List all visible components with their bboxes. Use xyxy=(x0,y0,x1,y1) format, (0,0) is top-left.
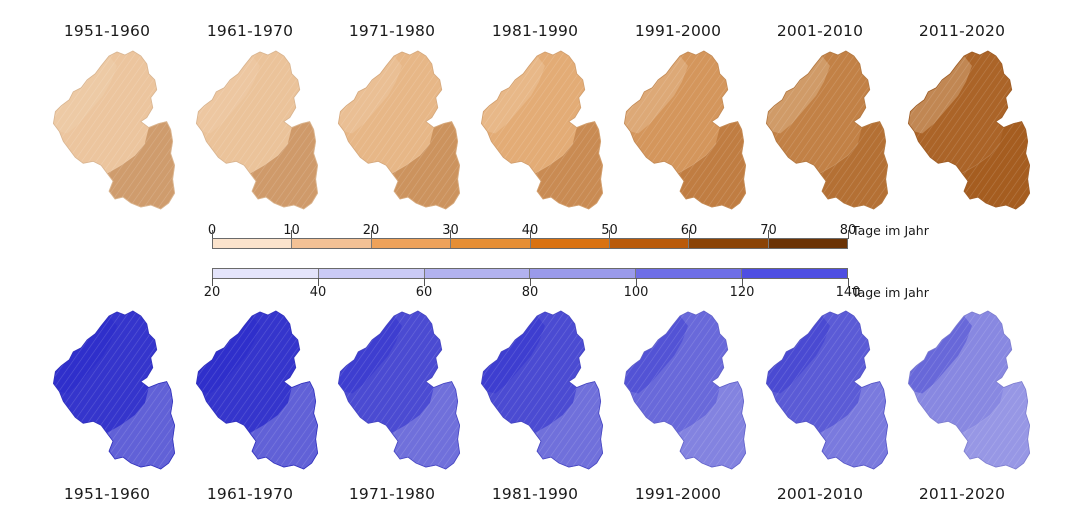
legend_bottom-tick-mark-2 xyxy=(423,278,425,286)
top-map-panel-2 xyxy=(332,48,468,213)
legend_top-tick-mark-6 xyxy=(688,230,690,239)
top-decade-label-0: 1951-1960 xyxy=(63,22,151,40)
legend_bottom-segment-3 xyxy=(530,269,637,278)
top-map-panel-3 xyxy=(475,48,611,213)
legend_bottom-segment-1 xyxy=(318,269,425,278)
bottom-map-panel-2 xyxy=(332,308,468,473)
legend_top-tick-mark-5 xyxy=(609,230,610,239)
bottom-map-1 xyxy=(195,310,319,470)
bottom-decade-label-1: 1961-1970 xyxy=(206,485,294,503)
bottom-map-panel-5 xyxy=(760,308,896,473)
top-decade-label-6: 2011-2020 xyxy=(918,22,1006,40)
legend_bottom-tick-mark-6 xyxy=(847,278,849,286)
top-decade-label-1: 1961-1970 xyxy=(206,22,294,40)
top-map-2 xyxy=(337,50,461,210)
legend_top-segment-4 xyxy=(530,239,610,248)
legend_bottom-segment-2 xyxy=(424,269,531,278)
top-map-6 xyxy=(907,50,1031,210)
bottom-map-6 xyxy=(907,310,1031,470)
top-map-1 xyxy=(195,50,319,210)
legend_top-segment-1 xyxy=(292,239,372,248)
top-map-panel-1 xyxy=(190,48,326,213)
legend_top-segment-5 xyxy=(609,239,690,248)
legend_bottom-tick-label-1: 40 xyxy=(309,285,327,300)
bottom-map-0 xyxy=(52,310,176,470)
legend_bottom-tick-label-6: 140 xyxy=(835,285,861,300)
legend_top-segment-2 xyxy=(371,239,452,248)
legend_top-tick-mark-3 xyxy=(450,230,451,239)
legend_bottom-segment-0 xyxy=(213,269,319,278)
legend_top-segment-3 xyxy=(451,239,531,248)
legend_top-tick-mark-2 xyxy=(370,230,372,239)
bottom-decade-label-4: 1991-2000 xyxy=(634,485,722,503)
legend_top-tick-mark-7 xyxy=(768,230,769,239)
bottom-map-panel-0 xyxy=(47,308,183,473)
bottom-map-panel-1 xyxy=(190,308,326,473)
bottom-map-panel-4 xyxy=(618,308,754,473)
bottom-decade-label-6: 2011-2020 xyxy=(918,485,1006,503)
legend_top-tick-mark-4 xyxy=(529,230,531,239)
bottom-decade-label-3: 1981-1990 xyxy=(491,485,579,503)
top-map-panel-6 xyxy=(902,48,1038,213)
legend_bottom-tick-mark-3 xyxy=(529,278,531,286)
legend_bottom-tick-mark-0 xyxy=(211,278,213,286)
legend_top-segment-7 xyxy=(768,239,847,248)
top-map-panel-5 xyxy=(760,48,896,213)
top-map-panel-0 xyxy=(47,48,183,213)
legend_top-tick-mark-8 xyxy=(847,230,849,239)
top-decade-label-5: 2001-2010 xyxy=(776,22,864,40)
legend_bottom-segment-5 xyxy=(742,269,847,278)
legend_bottom-tick-label-2: 60 xyxy=(415,285,433,300)
top-map-panel-4 xyxy=(618,48,754,213)
legend_bottom-segment-4 xyxy=(636,269,743,278)
top-map-0 xyxy=(52,50,176,210)
legend_top-segment-0 xyxy=(213,239,293,248)
top-map-5 xyxy=(765,50,889,210)
top-map-4 xyxy=(623,50,747,210)
bottom-map-2 xyxy=(337,310,461,470)
bottom-map-3 xyxy=(480,310,604,470)
bottom-decade-label-0: 1951-1960 xyxy=(63,485,151,503)
legend-top-unit: Tage im Jahr xyxy=(852,223,929,238)
bottom-decade-label-5: 2001-2010 xyxy=(776,485,864,503)
top-map-3 xyxy=(480,50,604,210)
legend_bottom-tick-mark-4 xyxy=(635,278,637,286)
legend_bottom-tick-mark-1 xyxy=(317,278,319,286)
top-decade-label-3: 1981-1990 xyxy=(491,22,579,40)
legend_bottom-tick-label-4: 100 xyxy=(623,285,649,300)
legend_bottom-tick-label-3: 80 xyxy=(521,285,539,300)
legend-top-bar xyxy=(212,238,848,249)
legend_top-tick-mark-0 xyxy=(211,230,213,239)
legend_bottom-tick-label-0: 20 xyxy=(203,285,221,300)
legend_bottom-tick-label-5: 120 xyxy=(729,285,755,300)
top-decade-label-4: 1991-2000 xyxy=(634,22,722,40)
legend_bottom-tick-mark-5 xyxy=(741,278,743,286)
top-decade-label-2: 1971-1980 xyxy=(348,22,436,40)
legend_top-tick-mark-1 xyxy=(291,230,292,239)
bottom-map-4 xyxy=(623,310,747,470)
legend_top-segment-6 xyxy=(689,239,769,248)
bottom-map-panel-3 xyxy=(475,308,611,473)
bottom-map-5 xyxy=(765,310,889,470)
bottom-decade-label-2: 1971-1980 xyxy=(348,485,436,503)
bottom-map-panel-6 xyxy=(902,308,1038,473)
legend-bottom-unit: Tage im Jahr xyxy=(852,285,929,300)
